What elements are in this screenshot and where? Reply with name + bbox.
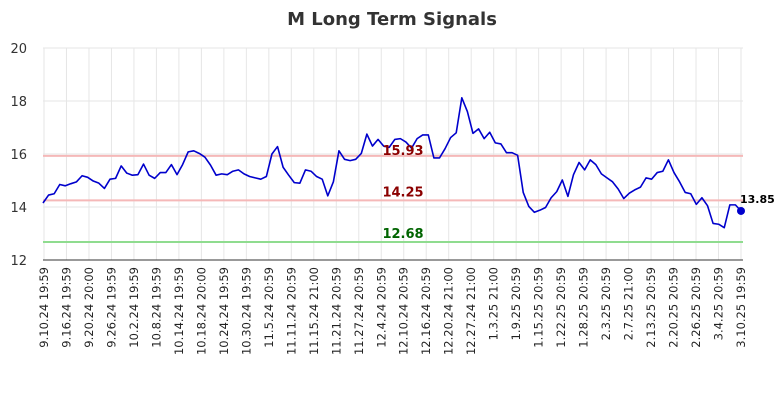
x-tick-label: 12.27.24 21:00 [464,267,478,355]
x-tick-label: 10.30.24 19:59 [239,267,253,355]
x-tick-label: 11.21.24 20:59 [329,267,343,355]
x-tick-label: 9.16.24 19:59 [59,267,73,348]
x-tick-label: 9.26.24 19:59 [104,267,118,348]
y-tick-label: 16 [10,148,27,163]
y-tick-label: 18 [10,95,27,110]
x-tick-label: 11.5.24 20:59 [262,267,276,348]
x-tick-label: 9.20.24 20:00 [82,267,96,348]
x-tick-label: 10.18.24 20:00 [194,267,208,355]
x-tick-label: 12.16.24 20:59 [419,267,433,355]
reference-line-label: 12.68 [382,227,423,242]
x-tick-label: 2.7.25 21:00 [622,267,636,340]
x-tick-label: 2.26.25 20:59 [689,267,703,348]
x-tick-label: 1.15.25 20:59 [532,267,546,348]
x-tick-label: 9.10.24 19:59 [37,267,51,348]
x-tick-label: 12.4.24 20:59 [374,267,388,348]
x-tick-label: 2.20.25 20:59 [667,267,681,348]
x-tick-label: 10.2.24 19:59 [127,267,141,348]
x-tick-label: 10.14.24 19:59 [172,267,186,355]
x-tick-label: 11.11.24 20:59 [284,267,298,355]
y-tick-label: 12 [10,254,27,269]
x-tick-label: 1.28.25 20:59 [577,267,591,348]
x-tick-label: 3.4.25 20:59 [712,267,726,340]
x-tick-label: 1.3.25 21:00 [487,267,501,340]
x-tick-label: 2.13.25 20:59 [644,267,658,348]
axes: 12 14 16 18 20 9.10.24 19:59 9.16.24 19:59 9.20… [10,42,748,355]
reference-line-label: 15.93 [382,144,423,159]
reference-line-label: 14.25 [382,185,423,200]
x-tick-label: 2.3.25 20:59 [599,267,613,340]
x-tick-label: 1.22.25 20:59 [554,267,568,348]
x-tick-label: 10.8.24 19:59 [149,267,163,348]
x-tick-label: 11.15.24 21:00 [307,267,321,355]
chart-title: M Long Term Signals [287,9,497,30]
y-tick-label: 20 [10,42,27,57]
x-tick-label: 10.24.24 19:59 [217,267,231,355]
last-point-marker [737,206,745,215]
x-tick-label: 11.27.24 20:59 [352,267,366,355]
labels-layer: 15.93 14.25 12.68 13.85 [382,144,774,242]
series-layer [42,97,745,229]
last-point-label: 13.85 [740,193,775,206]
x-tick-label: 3.10.25 19:59 [734,267,748,348]
y-tick-label: 14 [10,201,27,216]
price-line [42,97,742,229]
reference-lines [43,154,743,243]
x-tick-label: 12.20.24 21:00 [442,267,456,355]
x-tick-label: 1.9.25 20:59 [509,267,523,340]
x-tick-label: 12.10.24 20:59 [397,267,411,355]
